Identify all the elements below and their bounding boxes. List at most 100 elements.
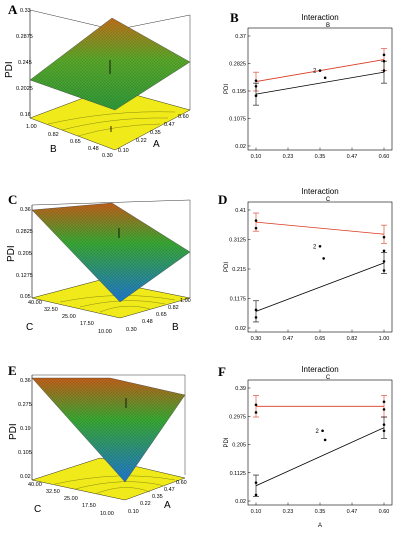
y-tick-label: 32.50 xyxy=(44,307,58,313)
data-point xyxy=(321,429,324,433)
y-tick-label: 0.30 xyxy=(102,153,113,159)
data-point xyxy=(382,249,386,253)
y-tick-label: 0.48 xyxy=(88,146,99,152)
x-axis-label-c: B xyxy=(172,322,179,333)
z-ticks-c: 0.36 0.2825 0.205 0.1275 0.05 xyxy=(16,207,33,300)
x-tick-label: 0.47 xyxy=(347,509,358,515)
x-tick-label: 0.48 xyxy=(142,319,153,325)
data-point xyxy=(382,423,386,426)
x-tick-label: 0.60 xyxy=(176,480,187,486)
y-ticks-a: 1.00 0.82 0.65 0.48 0.30 xyxy=(26,124,113,159)
y-ticks-c: 40.00 32.50 25.00 17.50 10.00 xyxy=(28,300,112,335)
y-tick-label: 25.00 xyxy=(62,314,76,320)
x-tick-label: 0.60 xyxy=(178,114,189,120)
chart-subtitle: C xyxy=(326,375,331,381)
y-tick-label: 0.65 xyxy=(70,139,81,145)
z-tick-label: 0.36 xyxy=(20,207,31,213)
contour-floor-c xyxy=(31,279,191,319)
z-ticks-e: 0.36 0.275 0.19 0.105 0.02 xyxy=(18,378,32,480)
x-tick-label: 1.00 xyxy=(180,298,191,304)
y-axis-label: PDI xyxy=(224,262,230,272)
x-tick-label: 0.22 xyxy=(136,138,147,144)
data-point xyxy=(254,84,258,88)
replicate-annotation: 2 xyxy=(313,69,317,75)
data-point xyxy=(254,411,258,414)
z-tick-label: 0.2825 xyxy=(16,229,33,235)
panel-letter-e: E xyxy=(8,363,17,378)
y-tick-label: 0.195 xyxy=(232,89,246,95)
y-axis-label-c: C xyxy=(26,322,33,333)
series-line xyxy=(255,262,385,312)
x-tick-label: 0.82 xyxy=(168,305,179,311)
x-tick-label: 0.10 xyxy=(251,509,262,515)
data-point xyxy=(322,257,325,260)
z-tick-label: 0.2875 xyxy=(16,34,33,40)
y-tick-label: 0.2825 xyxy=(229,62,246,68)
data-point xyxy=(254,493,258,497)
surface-panel-a: A PDI A B 0.33 0.2875 0.245 0.2025 0.16 … xyxy=(4,2,191,159)
panel-letter: D xyxy=(218,192,227,207)
plot-frame xyxy=(247,379,393,506)
chart-subtitle: B xyxy=(326,23,330,29)
y-tick-label: 25.00 xyxy=(64,496,78,502)
y-tick-label: 0.41 xyxy=(235,208,246,214)
y-tick-label: 0.02 xyxy=(235,144,246,150)
data-point xyxy=(254,79,258,82)
z-ticks-a: 0.33 0.2875 0.245 0.2025 0.16 xyxy=(16,8,33,118)
data-point xyxy=(382,69,386,72)
x-tick-label: 0.35 xyxy=(315,154,326,160)
y-tick-label: 0.3125 xyxy=(229,238,246,244)
y-tick-label: 0.1175 xyxy=(230,297,246,303)
z-tick-label: 0.275 xyxy=(18,402,32,408)
y-tick-label: 32.50 xyxy=(46,489,60,495)
data-point xyxy=(254,219,258,222)
data-point xyxy=(254,226,258,230)
y-tick-label: 0.215 xyxy=(232,267,246,273)
data-point xyxy=(318,245,322,248)
y-tick-label: 0.02 xyxy=(235,499,246,505)
data-point xyxy=(323,438,327,442)
x-tick-label: 0.47 xyxy=(347,154,358,160)
plot-frame xyxy=(247,201,393,333)
data-point xyxy=(382,269,386,272)
z-tick-label: 0.205 xyxy=(18,251,32,257)
data-point xyxy=(254,481,258,484)
plot-frame xyxy=(247,27,393,151)
data-point xyxy=(382,59,386,63)
replicate-annotation: 2 xyxy=(316,429,320,435)
x-tick-label: 0.10 xyxy=(251,154,262,160)
y-tick-label: 1.00 xyxy=(26,124,37,130)
y-tick-label: 0.1075 xyxy=(229,117,246,123)
x-ticks-e: 0.60 0.47 0.35 0.22 0.10 xyxy=(128,480,187,515)
x-axis-label: A xyxy=(318,523,322,529)
z-axis-label-c: PDI xyxy=(6,245,17,262)
panel-letter: B xyxy=(230,10,239,25)
y-tick-label: 0.205 xyxy=(232,443,246,449)
z-tick-label: 0.105 xyxy=(18,450,32,456)
y-tick-label: 0.37 xyxy=(235,34,246,40)
x-axis-label-e: A xyxy=(164,500,171,511)
x-ticks-a: 0.60 0.47 0.35 0.22 0.10 xyxy=(118,114,189,154)
chart-title: Interaction xyxy=(301,13,338,22)
x-axis-label-a: A xyxy=(153,139,160,150)
data-point xyxy=(254,403,258,407)
panel-letter-a: A xyxy=(8,2,18,17)
y-tick-label: 40.00 xyxy=(28,482,42,488)
z-tick-label: 0.19 xyxy=(20,426,31,432)
x-tick-label: 0.35 xyxy=(150,130,161,136)
x-tick-label: 0.65 xyxy=(156,312,167,318)
y-axis-label: PDI xyxy=(224,437,230,447)
data-point xyxy=(382,429,386,433)
z-tick-label: 0.05 xyxy=(20,294,31,300)
data-point xyxy=(323,76,327,80)
y-tick-label: 0.82 xyxy=(48,132,59,138)
z-tick-label: 0.16 xyxy=(20,112,31,118)
data-point xyxy=(254,94,258,98)
x-tick-label: 0.23 xyxy=(283,509,294,515)
y-axis-label: PDI xyxy=(224,84,230,94)
y-tick-label: 17.50 xyxy=(82,503,96,509)
y-tick-label: 10.00 xyxy=(98,329,112,335)
panel-letter: F xyxy=(218,364,226,379)
